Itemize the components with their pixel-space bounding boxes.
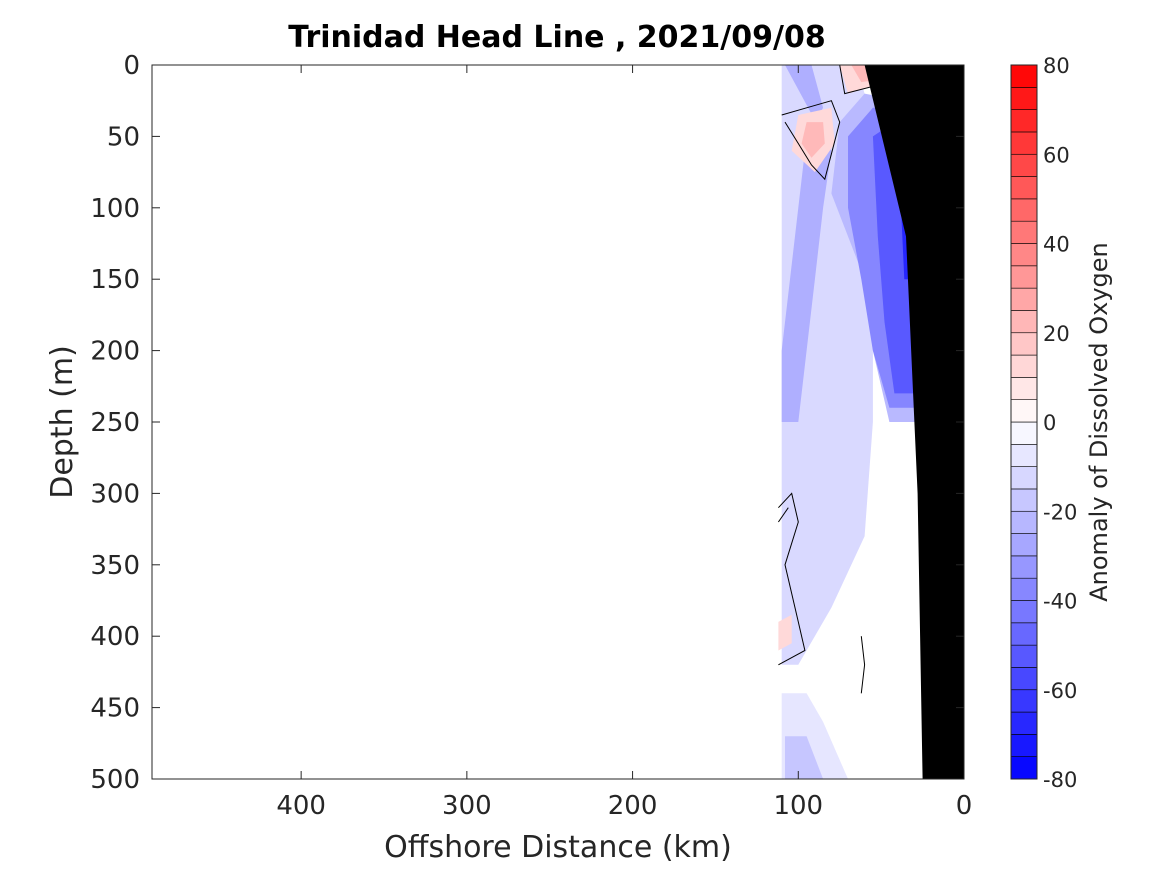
colorbar-swatch — [1010, 131, 1038, 155]
colorbar-tick-label: 40 — [1043, 233, 1070, 257]
colorbar-swatch — [1010, 577, 1038, 601]
colorbar-swatch — [1010, 220, 1038, 244]
y-axis-ticks: 0 50 100 150 200 250 300 350 400 450 500 — [90, 51, 964, 795]
colorbar-swatch — [1010, 510, 1038, 534]
colorbar-swatch — [1010, 734, 1038, 757]
y-tick-label: 350 — [90, 551, 140, 581]
y-axis-label: Depth (m) — [45, 345, 80, 499]
colorbar-swatch — [1010, 644, 1038, 668]
colorbar-tick-label: -60 — [1043, 679, 1077, 703]
colorbar-swatch — [1010, 176, 1038, 200]
contour-line-0 — [781, 100, 841, 181]
colorbar-swatch — [1010, 310, 1038, 334]
plot-area — [152, 65, 964, 779]
colorbar-swatch — [1010, 622, 1038, 646]
y-tick-label: 450 — [90, 694, 140, 724]
x-axis-label: Offshore Distance (km) — [384, 830, 732, 865]
y-tick-label: 300 — [90, 479, 140, 509]
anomaly-region-9 — [801, 122, 825, 158]
colorbar-swatch — [1010, 265, 1038, 289]
colorbar-swatch — [1010, 87, 1038, 110]
x-tick-label: 0 — [956, 791, 973, 821]
x-tick-label: 200 — [608, 791, 658, 821]
colorbar-tick-label: 60 — [1043, 143, 1070, 167]
seafloor-shape — [864, 65, 964, 779]
y-tick-label: 400 — [90, 622, 140, 652]
colorbar-label: Anomaly of Dissolved Oxygen — [1085, 242, 1113, 602]
colorbar-swatch — [1010, 667, 1038, 691]
y-tick-label: 150 — [90, 265, 140, 295]
colorbar-tick-label: 20 — [1043, 322, 1070, 346]
y-tick-label: 100 — [90, 194, 140, 224]
colorbar-swatch — [1010, 466, 1038, 490]
colorbar-swatches — [1010, 64, 1038, 780]
colorbar-swatch — [1010, 488, 1038, 512]
y-tick-label: 200 — [90, 337, 140, 367]
colorbar-swatch — [1010, 711, 1038, 735]
colorbar-swatch — [1010, 600, 1038, 624]
colorbar-ticks: 80 60 40 20 0 -20 -40 -60 -80 — [1043, 54, 1077, 792]
chart-title: Trinidad Head Line , 2021/09/08 — [288, 20, 825, 55]
anomaly-region-12 — [778, 614, 792, 651]
colorbar-tick-label: -40 — [1043, 590, 1077, 614]
colorbar-swatch — [1010, 332, 1038, 356]
colorbar-swatch — [1010, 109, 1038, 133]
colorbar-swatch — [1010, 64, 1038, 88]
colorbar-tick-label: 80 — [1043, 54, 1070, 78]
colorbar-swatch — [1010, 444, 1038, 467]
contour-line-4 — [860, 636, 866, 694]
y-tick-label: 250 — [90, 408, 140, 438]
colorbar-swatch — [1010, 399, 1038, 423]
colorbar-swatch — [1010, 421, 1038, 445]
colorbar-swatch — [1010, 756, 1038, 780]
y-tick-label: 50 — [107, 122, 140, 152]
colorbar-swatch — [1010, 533, 1038, 557]
colorbar-frame — [1010, 64, 1038, 780]
anomaly-region-7 — [785, 736, 824, 779]
contour-line-3 — [777, 507, 789, 523]
colorbar-swatch — [1010, 243, 1038, 267]
colorbar-tick-label: 0 — [1043, 411, 1056, 435]
contour-line-2 — [778, 492, 806, 666]
colorbar-tick-label: -80 — [1043, 768, 1077, 792]
seafloor — [864, 65, 964, 779]
colorbar-swatch — [1010, 689, 1038, 713]
colorbar-swatch — [1010, 287, 1038, 311]
y-tick-label: 500 — [90, 765, 140, 795]
colorbar-tick-label: -20 — [1043, 500, 1077, 524]
x-tick-label: 100 — [773, 791, 823, 821]
x-tick-label: 400 — [276, 791, 326, 821]
colorbar-swatch — [1010, 555, 1038, 579]
colorbar-swatch — [1010, 354, 1038, 378]
y-tick-label: 0 — [123, 51, 140, 81]
colorbar: 80 60 40 20 0 -20 -40 -60 -80 Anomaly of Dissolv… — [1010, 54, 1113, 792]
colorbar-swatch — [1010, 377, 1038, 400]
x-tick-label: 300 — [442, 791, 492, 821]
x-axis-ticks: 400 300 200 100 0 — [276, 65, 972, 821]
colorbar-swatch — [1010, 153, 1038, 177]
colorbar-swatch — [1010, 198, 1038, 222]
